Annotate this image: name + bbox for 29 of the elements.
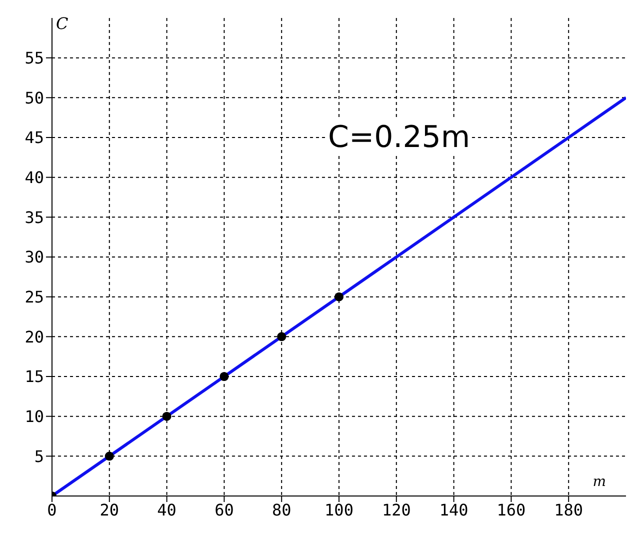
y-tick-label: 25 <box>24 288 44 307</box>
x-tick-label: 20 <box>100 500 120 520</box>
point <box>277 332 286 342</box>
x-tick-label: 80 <box>272 500 292 520</box>
x-tick-label: 140 <box>439 500 468 520</box>
x-tick-label: 40 <box>157 500 176 520</box>
x-tick-label: 60 <box>214 500 234 520</box>
point <box>104 452 114 461</box>
y-tick-label: 20 <box>24 327 44 346</box>
x-tick-label: 120 <box>382 500 411 520</box>
y-tick-label: 50 <box>24 88 44 108</box>
x-axis-title: m <box>592 474 606 490</box>
y-tick-label: 5 <box>34 446 44 466</box>
x-tick-label: 0 <box>47 500 57 520</box>
point <box>334 292 344 302</box>
x-tick-label: 160 <box>496 500 526 520</box>
x-tick-label: 180 <box>554 500 584 520</box>
y-tick-label: 30 <box>24 248 44 267</box>
point <box>220 372 229 382</box>
x-tick-label: 100 <box>324 500 354 520</box>
y-tick-label: 40 <box>24 168 44 188</box>
y-tick-label: 10 <box>24 407 44 426</box>
y-tick-label: 15 <box>24 367 44 386</box>
y-tick-label: 35 <box>24 208 44 227</box>
annotation: C=0.25m <box>328 120 470 155</box>
point <box>162 412 172 421</box>
y-tick-label: 55 <box>24 48 44 68</box>
y-tick-label: 45 <box>24 128 44 148</box>
y-axis-title: C <box>56 14 68 33</box>
